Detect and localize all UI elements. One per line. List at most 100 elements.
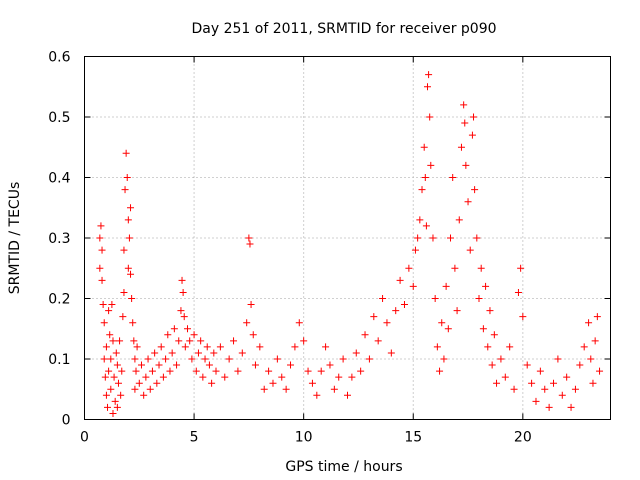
data-point <box>123 174 131 181</box>
data-point <box>545 403 553 411</box>
x-axis-label: GPS time / hours <box>285 459 402 475</box>
data-point <box>473 234 481 242</box>
data-point <box>162 355 170 363</box>
data-point <box>157 343 165 351</box>
data-point <box>109 337 117 345</box>
data-point <box>201 355 209 363</box>
data-point <box>291 343 299 351</box>
data-point <box>438 319 446 327</box>
data-point <box>420 143 428 151</box>
data-point <box>238 349 246 357</box>
x-tick-label: 5 <box>190 430 199 446</box>
data-point <box>129 319 137 327</box>
data-point <box>119 313 127 321</box>
data-point <box>114 379 122 387</box>
data-point <box>468 131 476 139</box>
data-point <box>593 313 601 321</box>
data-point <box>339 355 347 363</box>
data-point <box>170 325 178 333</box>
data-point <box>265 367 273 375</box>
data-point <box>132 367 140 375</box>
data-point <box>300 337 308 345</box>
data-point <box>519 313 527 321</box>
data-point <box>447 234 455 242</box>
data-point <box>100 355 108 363</box>
data-point <box>335 373 343 381</box>
data-point <box>427 161 435 169</box>
data-point <box>256 343 264 351</box>
data-point <box>348 373 356 381</box>
data-point <box>510 385 518 393</box>
data-point <box>96 264 104 272</box>
data-point <box>269 379 277 387</box>
data-point <box>110 373 118 381</box>
data-point <box>313 391 321 399</box>
data-point <box>322 343 330 351</box>
data-point <box>576 361 584 369</box>
data-point <box>194 349 202 357</box>
data-point <box>429 234 437 242</box>
data-point <box>423 83 431 91</box>
data-point <box>370 313 378 321</box>
data-point <box>164 331 172 339</box>
data-point <box>418 186 426 194</box>
data-point <box>113 361 121 369</box>
x-tick-label: 15 <box>404 430 422 446</box>
data-point <box>426 113 434 121</box>
data-point <box>486 307 494 315</box>
data-point <box>295 319 303 327</box>
data-point <box>278 373 286 381</box>
data-point <box>203 343 211 351</box>
data-point <box>383 319 391 327</box>
y-tick-label: 0.3 <box>48 231 70 247</box>
data-point <box>99 301 107 309</box>
data-point <box>470 113 478 121</box>
data-point <box>192 367 200 375</box>
data-point <box>379 295 387 302</box>
data-point <box>133 343 141 351</box>
data-point <box>247 301 255 309</box>
data-point <box>190 331 198 339</box>
data-point <box>243 319 251 327</box>
data-point <box>282 385 290 393</box>
data-point <box>98 276 106 284</box>
data-point <box>146 385 154 393</box>
data-point <box>536 367 544 375</box>
data-point <box>113 403 121 411</box>
data-point <box>514 288 522 296</box>
data-point <box>558 391 566 399</box>
data-point <box>482 282 490 290</box>
data-point <box>396 276 404 284</box>
data-point <box>208 379 216 387</box>
data-point <box>97 222 105 230</box>
data-point <box>591 337 599 345</box>
chart-title: Day 251 of 2011, SRMTID for receiver p09… <box>191 21 496 37</box>
data-point <box>273 355 281 363</box>
data-point <box>587 355 595 363</box>
data-point <box>414 234 422 242</box>
data-point <box>102 343 110 351</box>
data-point <box>421 174 429 181</box>
x-tick-label: 10 <box>295 430 313 446</box>
data-point <box>108 301 116 309</box>
data-point <box>177 307 185 315</box>
data-point <box>107 355 115 363</box>
y-tick-label: 0.2 <box>48 292 70 308</box>
data-point <box>159 373 167 381</box>
data-point <box>188 355 196 363</box>
data-point <box>528 379 536 387</box>
data-point <box>179 288 187 296</box>
data-point <box>260 385 268 393</box>
y-axis-label: SRMTID / TECUs <box>7 182 23 295</box>
y-tick-label: 0.4 <box>48 171 70 187</box>
data-point <box>490 331 498 339</box>
data-point <box>230 337 238 345</box>
data-point <box>178 276 186 284</box>
data-point <box>532 397 540 405</box>
data-point <box>168 349 176 357</box>
data-point <box>471 186 479 194</box>
data-point <box>541 385 549 393</box>
data-point <box>104 403 112 411</box>
plot-frame <box>84 56 611 420</box>
data-point <box>199 373 207 381</box>
